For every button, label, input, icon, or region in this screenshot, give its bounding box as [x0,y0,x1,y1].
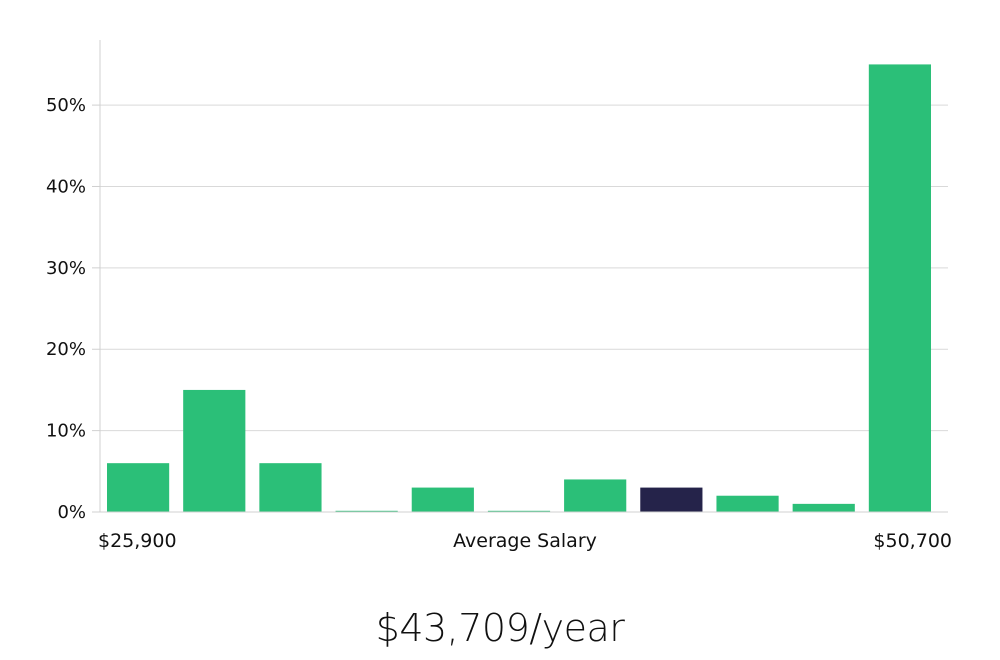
bar-highlight [640,487,703,512]
bar [259,463,322,512]
bar [335,510,398,512]
bar [183,389,246,512]
y-tick-label: 20% [46,339,86,360]
chart-svg: 0% 10% 20% 30% 40% 50% $25,900 Average Salary $5… [46,40,952,552]
x-start-label: $25,900 [98,530,177,552]
x-axis-title: Average Salary [453,530,597,552]
bar [868,64,931,513]
y-tick-label: 10% [46,421,86,442]
bar [107,463,170,512]
y-tick-label: 40% [46,176,86,197]
salary-distribution-chart: 0% 10% 20% 30% 40% 50% $25,900 Average Salary $5… [46,40,952,552]
bar [564,479,627,512]
y-tick-label: 0% [57,502,86,523]
bar [411,487,474,512]
bar [792,503,855,512]
y-tick-label: 50% [46,95,86,116]
bar [487,510,551,512]
average-salary-figure: $43,709/year [375,606,625,650]
bar [716,495,779,512]
x-end-label: $50,700 [873,530,952,552]
y-tick-label: 30% [46,258,86,279]
